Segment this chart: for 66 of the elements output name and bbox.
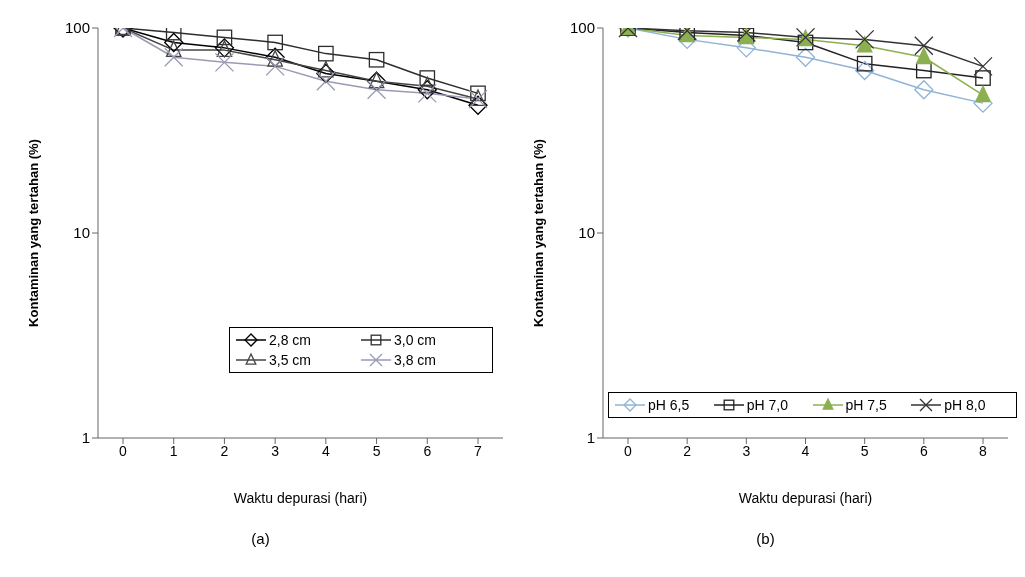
x-tick-label: 4 (321, 442, 330, 459)
x-tick-label: 6 (919, 442, 928, 459)
point (973, 56, 993, 76)
point (470, 85, 486, 102)
point (419, 76, 436, 94)
text: (a) (250, 530, 271, 547)
point (975, 85, 991, 103)
point (164, 32, 184, 53)
point (855, 29, 875, 50)
legend-label: 3,8 cm (394, 352, 437, 368)
x-axis-title: Waktu depurasi (hari) (233, 490, 368, 506)
x-tick-label: 0 (119, 442, 128, 459)
point (368, 51, 385, 68)
point (216, 29, 233, 46)
legend-label: pH 7,5 (845, 397, 887, 413)
point (855, 60, 875, 81)
point (164, 47, 184, 67)
point (914, 36, 934, 56)
point (366, 80, 387, 100)
point (214, 52, 235, 72)
point (915, 62, 932, 79)
point (975, 70, 991, 86)
y-tick-label: 10 (73, 224, 90, 242)
point (316, 63, 336, 84)
x-tick-label: 2 (683, 442, 692, 459)
x-tick-label: 0 (624, 442, 633, 459)
point (318, 60, 334, 78)
point (797, 34, 814, 51)
x-tick-label: 4 (801, 442, 810, 459)
point (316, 71, 336, 91)
point (165, 40, 182, 58)
x-tick-label: 6 (423, 442, 432, 459)
point (267, 34, 283, 51)
legend-label: 3,5 cm (269, 352, 312, 368)
text: (b) (755, 530, 776, 547)
point (468, 95, 488, 115)
point (318, 45, 334, 62)
y-tick-label: 100 (569, 19, 595, 37)
point (265, 56, 285, 76)
x-axis-title: Waktu depurasi (hari) (738, 490, 873, 506)
point (795, 47, 816, 67)
legend-label: 2,8 cm (269, 332, 312, 348)
point (914, 80, 934, 100)
legend-label: pH 7,0 (746, 397, 788, 413)
x-tick-label: 3 (742, 442, 751, 459)
y-tick-label: 1 (586, 429, 595, 447)
point (165, 28, 182, 41)
y-axis-title: Kontaminan yang tertahan (%) (25, 139, 41, 327)
point (915, 47, 932, 65)
x-tick-label: 5 (372, 442, 381, 459)
x-tick-label: 2 (220, 442, 229, 459)
x-tick-label: 5 (860, 442, 869, 459)
y-tick-label: 100 (64, 19, 90, 37)
legend-label: pH 6,5 (648, 397, 690, 413)
x-tick-label: 1 (169, 442, 178, 459)
legend-label: pH 8,0 (944, 397, 986, 413)
legend-label: 3,0 cm (394, 332, 437, 348)
x-tick-label: 7 (474, 442, 483, 459)
y-tick-label: 10 (578, 224, 595, 242)
point (856, 36, 873, 53)
y-tick-label: 1 (81, 429, 90, 447)
point (856, 55, 873, 72)
y-axis-title: Kontaminan yang tertahan (%) (530, 139, 546, 327)
point (419, 70, 436, 86)
x-tick-label: 3 (271, 442, 280, 459)
x-tick-label: 8 (979, 442, 988, 459)
